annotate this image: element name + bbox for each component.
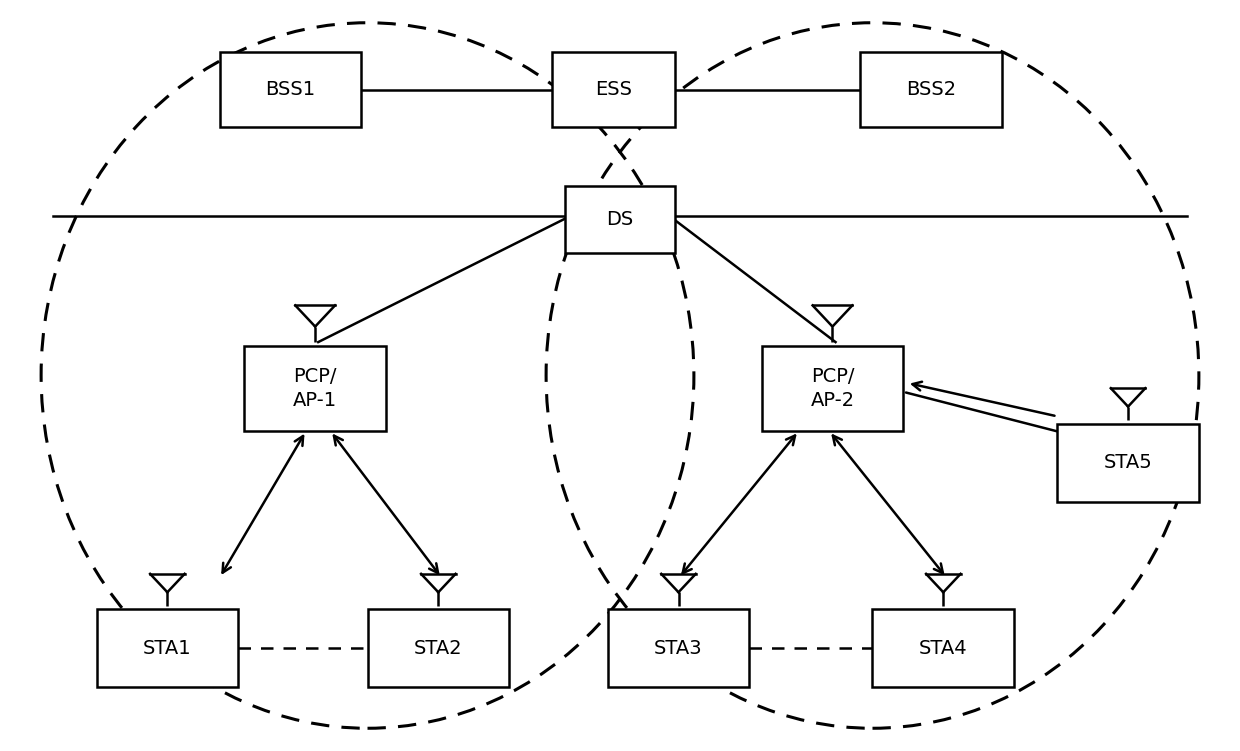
Bar [608,610,749,687]
Bar [367,610,510,687]
Bar [564,186,676,253]
Bar [873,610,1014,687]
Text: PCP/
AP-2: PCP/ AP-2 [811,367,854,410]
Bar [244,345,386,431]
Bar [552,53,676,127]
Bar [761,345,903,431]
Text: STA5: STA5 [1104,454,1152,472]
Bar [97,610,238,687]
Text: BSS2: BSS2 [906,80,956,99]
Text: STA2: STA2 [414,639,463,658]
Bar [861,53,1002,127]
Text: STA3: STA3 [655,639,703,658]
Bar [1058,424,1199,502]
Text: STA4: STA4 [919,639,967,658]
Text: BSS1: BSS1 [265,80,316,99]
Text: PCP/
AP-1: PCP/ AP-1 [293,367,337,410]
Text: DS: DS [606,210,634,229]
Text: ESS: ESS [595,80,632,99]
Bar [219,53,361,127]
Text: STA1: STA1 [143,639,192,658]
